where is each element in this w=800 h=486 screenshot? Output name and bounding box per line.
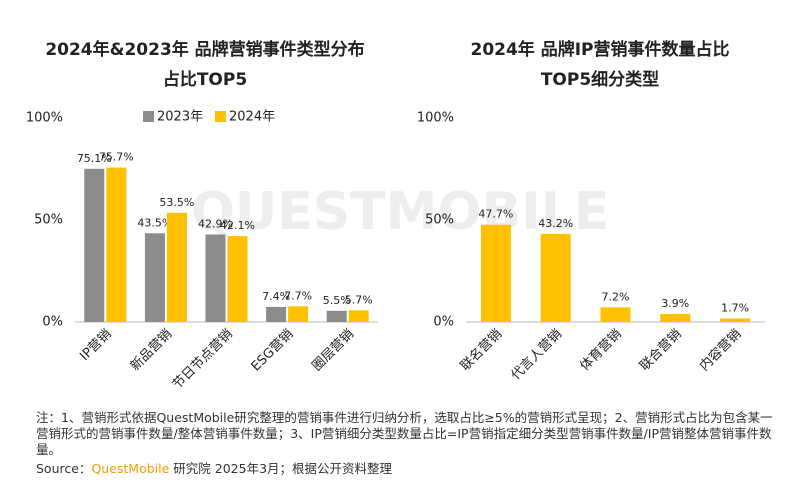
x-tick-label: 代言人营销 [508,327,565,384]
value-label: 42.1% [220,219,255,232]
bar [660,314,691,322]
bar [720,318,751,322]
value-label: 1.7% [721,302,749,315]
bar [144,233,165,322]
value-label: 47.7% [478,208,513,221]
bar [540,233,571,322]
source-brand: QuestMobile [91,461,170,476]
x-tick-label: 节日节点营销 [170,327,236,393]
chart-title: 2024年 品牌IP营销事件数量占比 [470,39,729,60]
value-label: 42.9% [198,217,233,230]
value-label: 75.1% [77,152,112,165]
source-label: Source： [36,461,92,476]
legend-label: 2023年 [157,110,203,125]
legend-swatch [143,111,154,122]
bar [348,310,369,322]
watermark: QUESTMOBILE [191,182,609,242]
bar [288,306,309,322]
value-label: 53.5% [159,196,194,209]
x-tick-label: ESG营销 [249,327,297,375]
y-tick-label: 100% [26,111,63,126]
bar [266,306,287,322]
value-label: 5.5% [323,294,351,307]
value-label: 43.2% [538,217,573,230]
bar [227,236,248,322]
note: 注：1、营销形式依据QuestMobile研究整理的营销事件进行归纳分析，选取占… [36,410,773,457]
value-label: 7.7% [284,289,312,302]
value-label: 43.5% [137,216,172,229]
value-label: 7.2% [602,290,630,303]
bar [205,234,226,322]
value-label: 3.9% [661,297,689,310]
x-tick-label: 联名营销 [457,326,505,374]
source: Source：QuestMobile 研究院 2025年3月；根据公开资料整理 [36,458,392,477]
bar [600,307,631,322]
bar [166,212,187,322]
value-label: 5.7% [345,293,373,306]
x-tick-label: 联合营销 [637,327,684,374]
chart-title: 2024年&2023年 品牌营销事件类型分布 [45,39,364,60]
y-tick-label: 0% [433,315,454,330]
x-tick-label: 内容营销 [696,326,744,374]
legend-label: 2024年 [229,110,275,125]
x-tick-label: 圈层营销 [310,327,357,374]
source-text: 研究院 2025年3月；根据公开资料整理 [173,461,393,476]
legend-swatch [215,111,226,122]
y-tick-label: 0% [42,315,63,330]
chart-title: TOP5细分类型 [541,69,659,90]
bar [326,310,347,322]
value-label: 7.4% [262,290,290,303]
bar [84,168,105,322]
value-label: 75.7% [99,151,134,164]
y-tick-label: 100% [417,111,454,126]
x-tick-label: 新品营销 [127,326,175,374]
y-tick-label: 50% [425,213,454,228]
bar [480,224,511,322]
y-tick-label: 50% [34,213,63,228]
x-tick-label: 体育营销 [577,326,625,374]
bar [106,167,127,322]
x-tick-label: IP营销 [77,327,114,364]
chart-title: 占比TOP5 [163,69,247,90]
